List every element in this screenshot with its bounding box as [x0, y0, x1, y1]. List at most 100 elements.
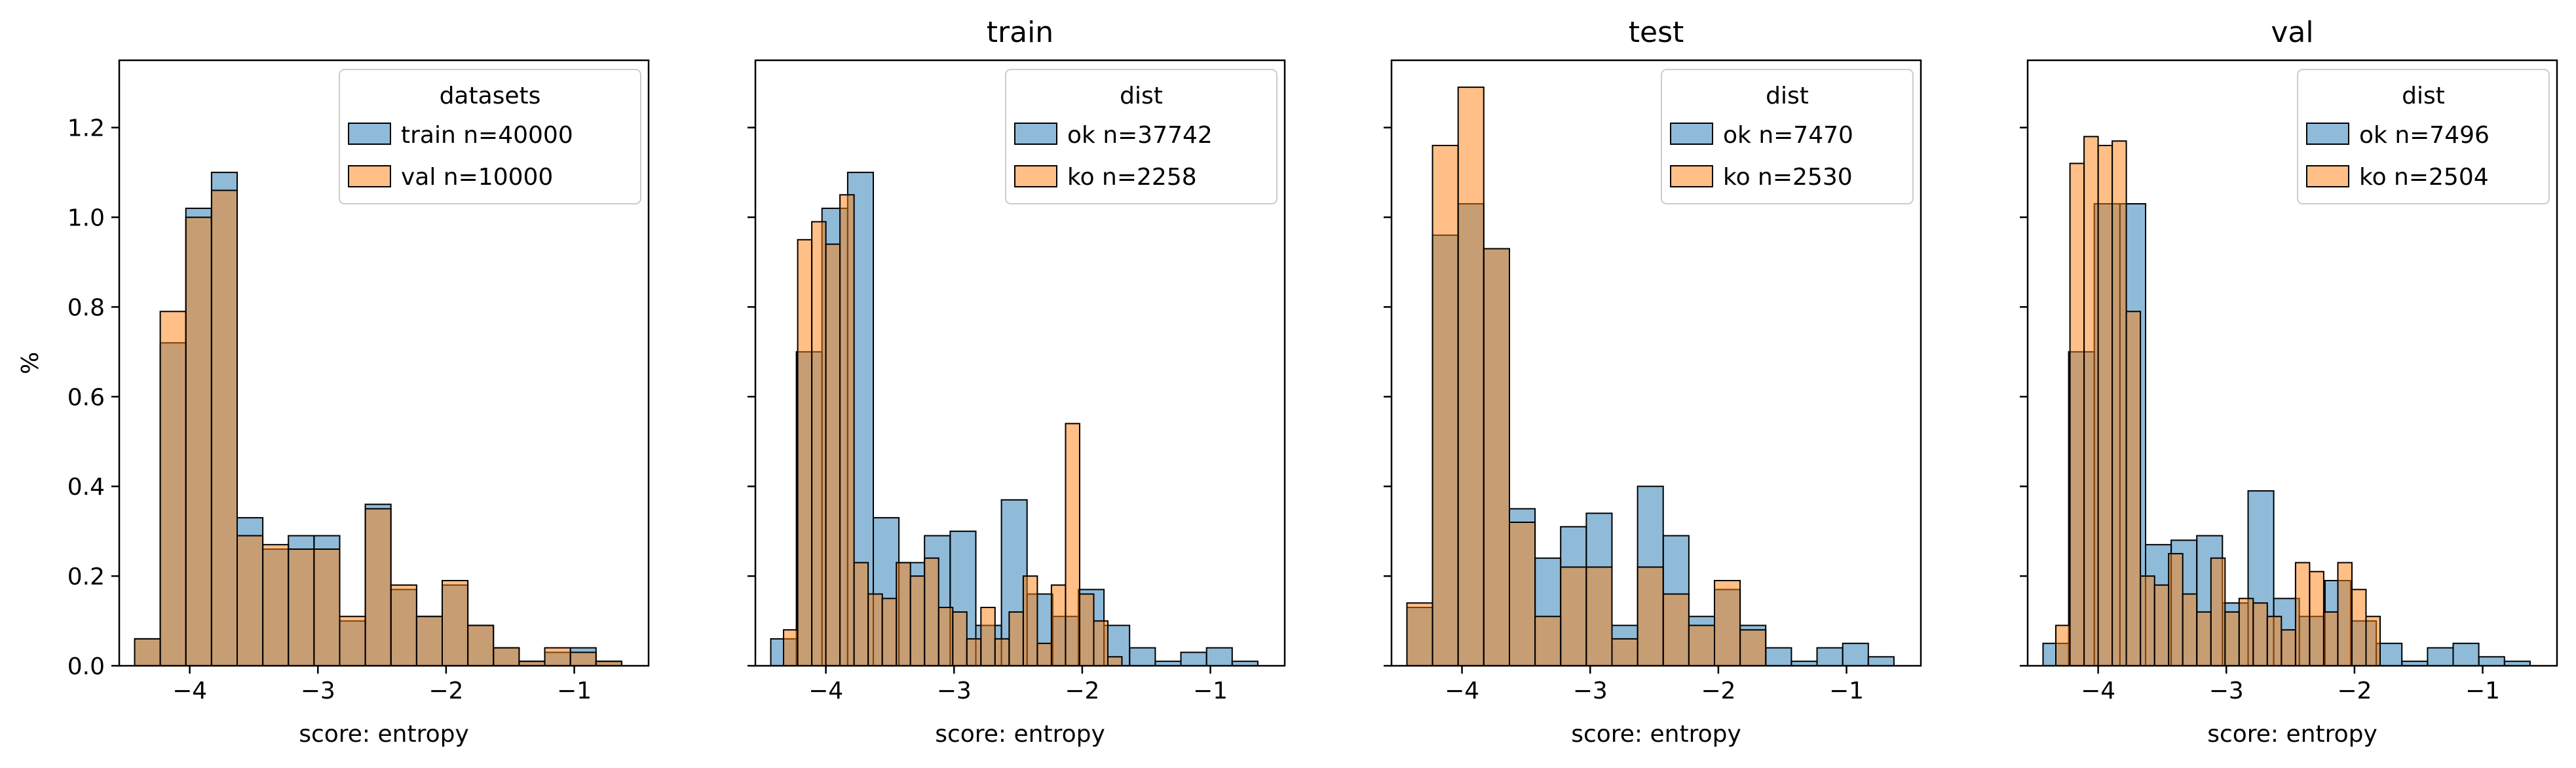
bar-series-2 [1688, 624, 1715, 667]
bar-series-2 [1585, 566, 1613, 667]
x-axis-ticks: −4 −3 −2 −1 [808, 666, 1228, 704]
bar-series-2 [867, 593, 883, 666]
bar-series-2 [159, 311, 187, 666]
bar-series-2 [2238, 598, 2254, 666]
x-axis-label: score: entropy [299, 721, 469, 748]
bar-series-2 [1637, 566, 1664, 667]
x-tick-label: −4 [2081, 678, 2115, 704]
bar-series-2 [2309, 571, 2324, 666]
plot-frame [2026, 59, 2558, 667]
panel-3: test −4 −3 −2 −1 score: entropy dist ok n=7… [1384, 16, 1922, 748]
bar-series-2 [2266, 615, 2282, 667]
y-axis-ticks [2020, 126, 2028, 667]
x-tick-label: −2 [1065, 678, 1099, 704]
legend-swatch-series-2 [348, 165, 391, 187]
bar-series-2 [966, 638, 982, 667]
y-axis-ticks: 0.0 0.2 0.4 0.6 0.8 1.0 1.2 [67, 115, 119, 680]
plot-frame [118, 59, 650, 667]
bar-series-1 [2427, 647, 2454, 666]
bar-series-2 [210, 189, 238, 666]
x-tick-label: −2 [428, 678, 463, 704]
x-tick-label: −1 [2465, 678, 2500, 704]
legend-title: dist [1120, 83, 1163, 109]
legend: datasets train n=40000 val n=10000 [339, 69, 641, 204]
bar-series-2 [994, 638, 1010, 667]
bar-series-2 [938, 607, 954, 666]
legend-label-series-1: ok n=7496 [2359, 122, 2490, 149]
x-tick-label: −2 [1701, 678, 1735, 704]
panel-2: train −4 −3 −2 −1 score: entropy dist ok n=… [748, 16, 1286, 748]
legend-label-series-2: val n=10000 [401, 164, 553, 191]
bar-series-2 [881, 598, 898, 666]
x-tick-label: −3 [2209, 678, 2244, 704]
bar-series-2 [544, 647, 571, 666]
legend-title: datasets [440, 83, 541, 109]
bar-series-2 [811, 221, 827, 666]
bar-series-2 [134, 638, 161, 667]
bar-series-2 [2252, 602, 2268, 667]
bar-series-2 [1457, 86, 1485, 667]
legend-swatch-series-1 [1670, 123, 1713, 145]
panel-title: test [1629, 16, 1684, 49]
bar-series-2 [2322, 611, 2339, 667]
bar-series-2 [339, 615, 366, 667]
bar-series-1 [1867, 656, 1895, 666]
bar-series-1 [2478, 656, 2505, 666]
bar-series-2 [415, 615, 444, 667]
x-tick-label: −4 [172, 678, 207, 704]
legend-swatch-series-1 [348, 123, 391, 145]
histogram-bars [134, 172, 622, 667]
legend-label-series-1: ok n=37742 [1067, 122, 1213, 149]
y-tick-label: 1.0 [67, 205, 105, 232]
y-tick-label: 0.8 [67, 294, 105, 321]
bar-series-2 [1509, 522, 1536, 666]
bar-series-2 [797, 239, 813, 666]
x-tick-label: −4 [1445, 678, 1479, 704]
x-axis-ticks: −4 −3 −2 −1 [172, 666, 592, 704]
legend-swatch-series-1 [1014, 123, 1057, 145]
bar-series-2 [2351, 588, 2367, 666]
bar-series-2 [467, 624, 495, 667]
legend-title: dist [2402, 83, 2445, 109]
legend-label-series-1: train n=40000 [401, 122, 573, 149]
bar-series-2 [2153, 584, 2170, 666]
bar-series-2 [1714, 580, 1741, 666]
bar-series-2 [1079, 593, 1095, 666]
bar-series-2 [569, 651, 597, 666]
bar-series-2 [237, 535, 264, 666]
x-tick-label: −2 [2337, 678, 2372, 704]
y-axis-ticks [748, 126, 755, 667]
x-axis-label: score: entropy [1571, 721, 1741, 748]
bar-series-2 [1107, 656, 1123, 666]
bar-series-2 [952, 611, 968, 667]
bar-series-1 [1180, 651, 1207, 666]
bar-series-2 [2365, 615, 2381, 667]
legend-label-series-2: ko n=2258 [1067, 164, 1197, 191]
y-tick-label: 1.2 [67, 115, 105, 142]
bar-series-1 [1842, 642, 1869, 666]
bar-series-2 [839, 194, 855, 666]
bar-series-2 [262, 544, 290, 667]
legend: dist ok n=7470 ko n=2530 [1661, 69, 1914, 204]
bar-series-2 [924, 557, 939, 667]
y-axis-label: % [17, 352, 44, 374]
bar-series-2 [2294, 562, 2311, 666]
bar-series-1 [1816, 647, 1844, 666]
bar-series-2 [2337, 562, 2353, 666]
legend-box [339, 69, 641, 204]
bar-series-2 [1050, 584, 1067, 666]
bar-series-2 [825, 243, 841, 667]
legend-swatch-series-2 [1014, 165, 1057, 187]
bar-series-2 [288, 548, 315, 666]
bar-series-2 [1483, 248, 1510, 666]
y-tick-label: 0.6 [67, 384, 105, 411]
x-tick-label: −1 [557, 678, 592, 704]
plot-frame [754, 59, 1286, 667]
bar-series-2 [2196, 611, 2212, 667]
panel-4: val −4 −3 −2 −1 score: entropy dist ok n=74… [2020, 16, 2558, 748]
bar-series-2 [2083, 136, 2099, 666]
bar-series-2 [783, 629, 799, 667]
bar-series-2 [2168, 552, 2184, 667]
bar-series-1 [2452, 642, 2480, 666]
